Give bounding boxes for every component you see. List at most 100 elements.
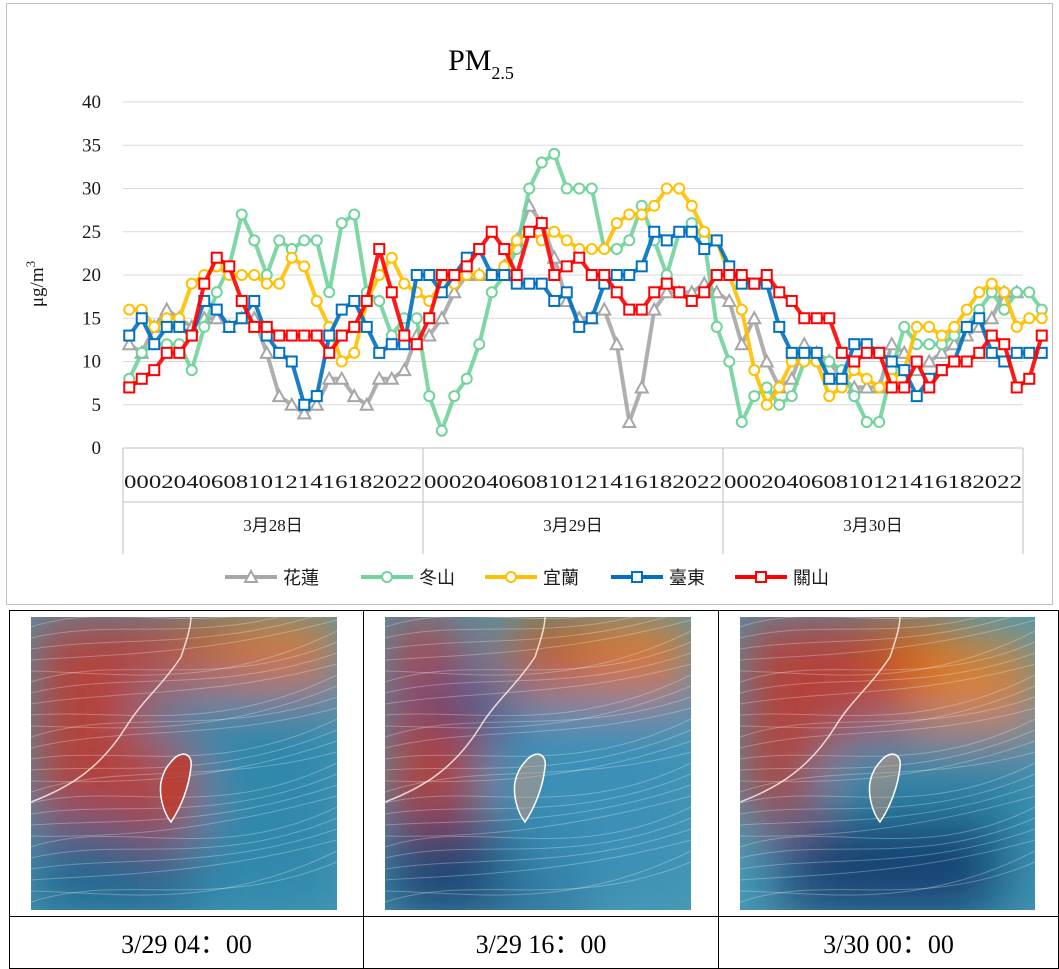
coastline — [31, 617, 192, 803]
series-2-point-58 — [848, 390, 861, 403]
y-tick-label-25: 25 — [82, 222, 101, 243]
series-3-point-39 — [610, 217, 623, 230]
series-5-point-53 — [785, 294, 798, 307]
series-3-point-71 — [1010, 320, 1023, 333]
series-1-point-0 — [121, 336, 137, 351]
coastline — [385, 617, 546, 803]
chart-title-subscript: 2.5 — [491, 63, 514, 83]
series-3-point-38 — [598, 243, 611, 256]
series-4-point-24 — [423, 269, 436, 281]
series-3-point-59 — [860, 372, 873, 385]
x-axis-ticks: 000204060810121416182022 0002040608101214… — [124, 472, 1022, 493]
series-3-point-72 — [1023, 312, 1036, 325]
series-4-point-32 — [523, 277, 536, 290]
series-5-point-55 — [810, 312, 823, 325]
series-3-point-10 — [248, 269, 261, 281]
series-4-point-47 — [710, 234, 723, 247]
series-1-point-69 — [984, 310, 1000, 325]
series-2-point-15 — [310, 234, 323, 247]
series-2-point-17 — [335, 217, 348, 230]
series-1-point-40 — [621, 413, 637, 429]
series-5-point-60 — [873, 346, 886, 359]
x-tick-labels-day-2: 000204060810121416182022 — [424, 472, 722, 493]
series-5-point-31 — [510, 269, 523, 281]
series-3-point-0 — [123, 303, 136, 316]
series-3-point-52 — [773, 381, 786, 394]
series-2-point-50 — [748, 390, 761, 403]
series-4-point-43 — [660, 234, 673, 247]
y-axis-label-superscript: 3 — [23, 261, 38, 268]
series-4-point-37 — [585, 312, 598, 325]
series-4-point-4 — [173, 320, 186, 333]
series-5-point-5 — [185, 329, 198, 342]
wind-map-table: 3/29 04：00 3/29 16：00 3/30 00：00 — [9, 610, 1059, 969]
x-axis-dates: 3月28日 3月29日 3月30日 — [122, 448, 1024, 554]
legend-marker-2 — [381, 571, 393, 583]
y-tick-label-5: 5 — [92, 395, 102, 416]
series-4-point-9 — [235, 312, 248, 325]
series-5-point-26 — [448, 269, 461, 281]
series-4-point-58 — [848, 338, 861, 351]
series-2-point-29 — [485, 286, 498, 299]
series-4-point-67 — [960, 320, 973, 333]
y-axis-label: μg/m3 — [23, 261, 48, 307]
legend-marker-3 — [505, 571, 517, 583]
series-2-point-37 — [585, 182, 598, 195]
series-5-point-51 — [760, 269, 773, 281]
series-5-point-71 — [1010, 381, 1023, 394]
series-1-point-15 — [309, 396, 325, 411]
series-5-point-72 — [1023, 372, 1036, 385]
series-5-point-49 — [735, 269, 748, 281]
y-tick-label-15: 15 — [82, 308, 101, 329]
series-3-point-42 — [648, 199, 661, 212]
series-4-point-61 — [885, 355, 898, 368]
series-5-point-41 — [635, 303, 648, 316]
series-5-point-36 — [573, 251, 586, 264]
series-3-point-63 — [910, 320, 923, 333]
series-4-point-62 — [898, 364, 911, 377]
series-2-point-12 — [273, 234, 286, 247]
series-5-point-46 — [698, 286, 711, 299]
series-4-point-12 — [273, 346, 286, 359]
series-4-point-7 — [210, 303, 223, 316]
series-3-point-18 — [348, 346, 361, 359]
series-5-point-14 — [298, 329, 311, 342]
wind-map-image-2 — [385, 617, 691, 910]
series-5-point-65 — [935, 364, 948, 377]
series-4-point-40 — [623, 269, 636, 281]
legend-label-5: 關山 — [793, 568, 829, 588]
series-3-point-11 — [260, 277, 273, 290]
series-4-point-39 — [610, 269, 623, 281]
series-1-point-21 — [384, 370, 400, 385]
series-5-point-45 — [685, 294, 698, 307]
series-4-point-42 — [648, 225, 661, 238]
series-5-point-47 — [710, 269, 723, 281]
series-4-point-63 — [910, 390, 923, 403]
x-tick-labels-day-3: 000204060810121416182022 — [724, 472, 1022, 493]
series-1-point-20 — [371, 370, 387, 385]
series-4-point-18 — [348, 294, 361, 307]
series-4-point-33 — [535, 277, 548, 290]
series-1-point-16 — [321, 370, 337, 385]
series-3-point-50 — [748, 364, 761, 377]
series-5-point-54 — [798, 312, 811, 325]
series-1-point-19 — [359, 396, 375, 411]
series-4-point-8 — [223, 320, 236, 333]
series-5-point-4 — [173, 346, 186, 359]
series-2-point-25 — [435, 424, 448, 437]
series-1-point-22 — [396, 362, 412, 377]
series-3-point-40 — [623, 208, 636, 221]
series-5-point-37 — [585, 269, 598, 281]
series-5-point-48 — [723, 269, 736, 281]
series-4-point-44 — [673, 225, 686, 238]
series-3-point-68 — [973, 286, 986, 299]
series-2-point-26 — [448, 390, 461, 403]
series-1-point-18 — [346, 388, 362, 403]
series-3-point-64 — [923, 320, 936, 333]
series-3-point-35 — [560, 234, 573, 247]
series-3-point-51 — [760, 398, 773, 411]
legend-label-2: 冬山 — [419, 568, 455, 588]
series-5-point-2 — [148, 364, 161, 377]
series-4-point-17 — [335, 303, 348, 316]
series-2-point-47 — [710, 320, 723, 333]
